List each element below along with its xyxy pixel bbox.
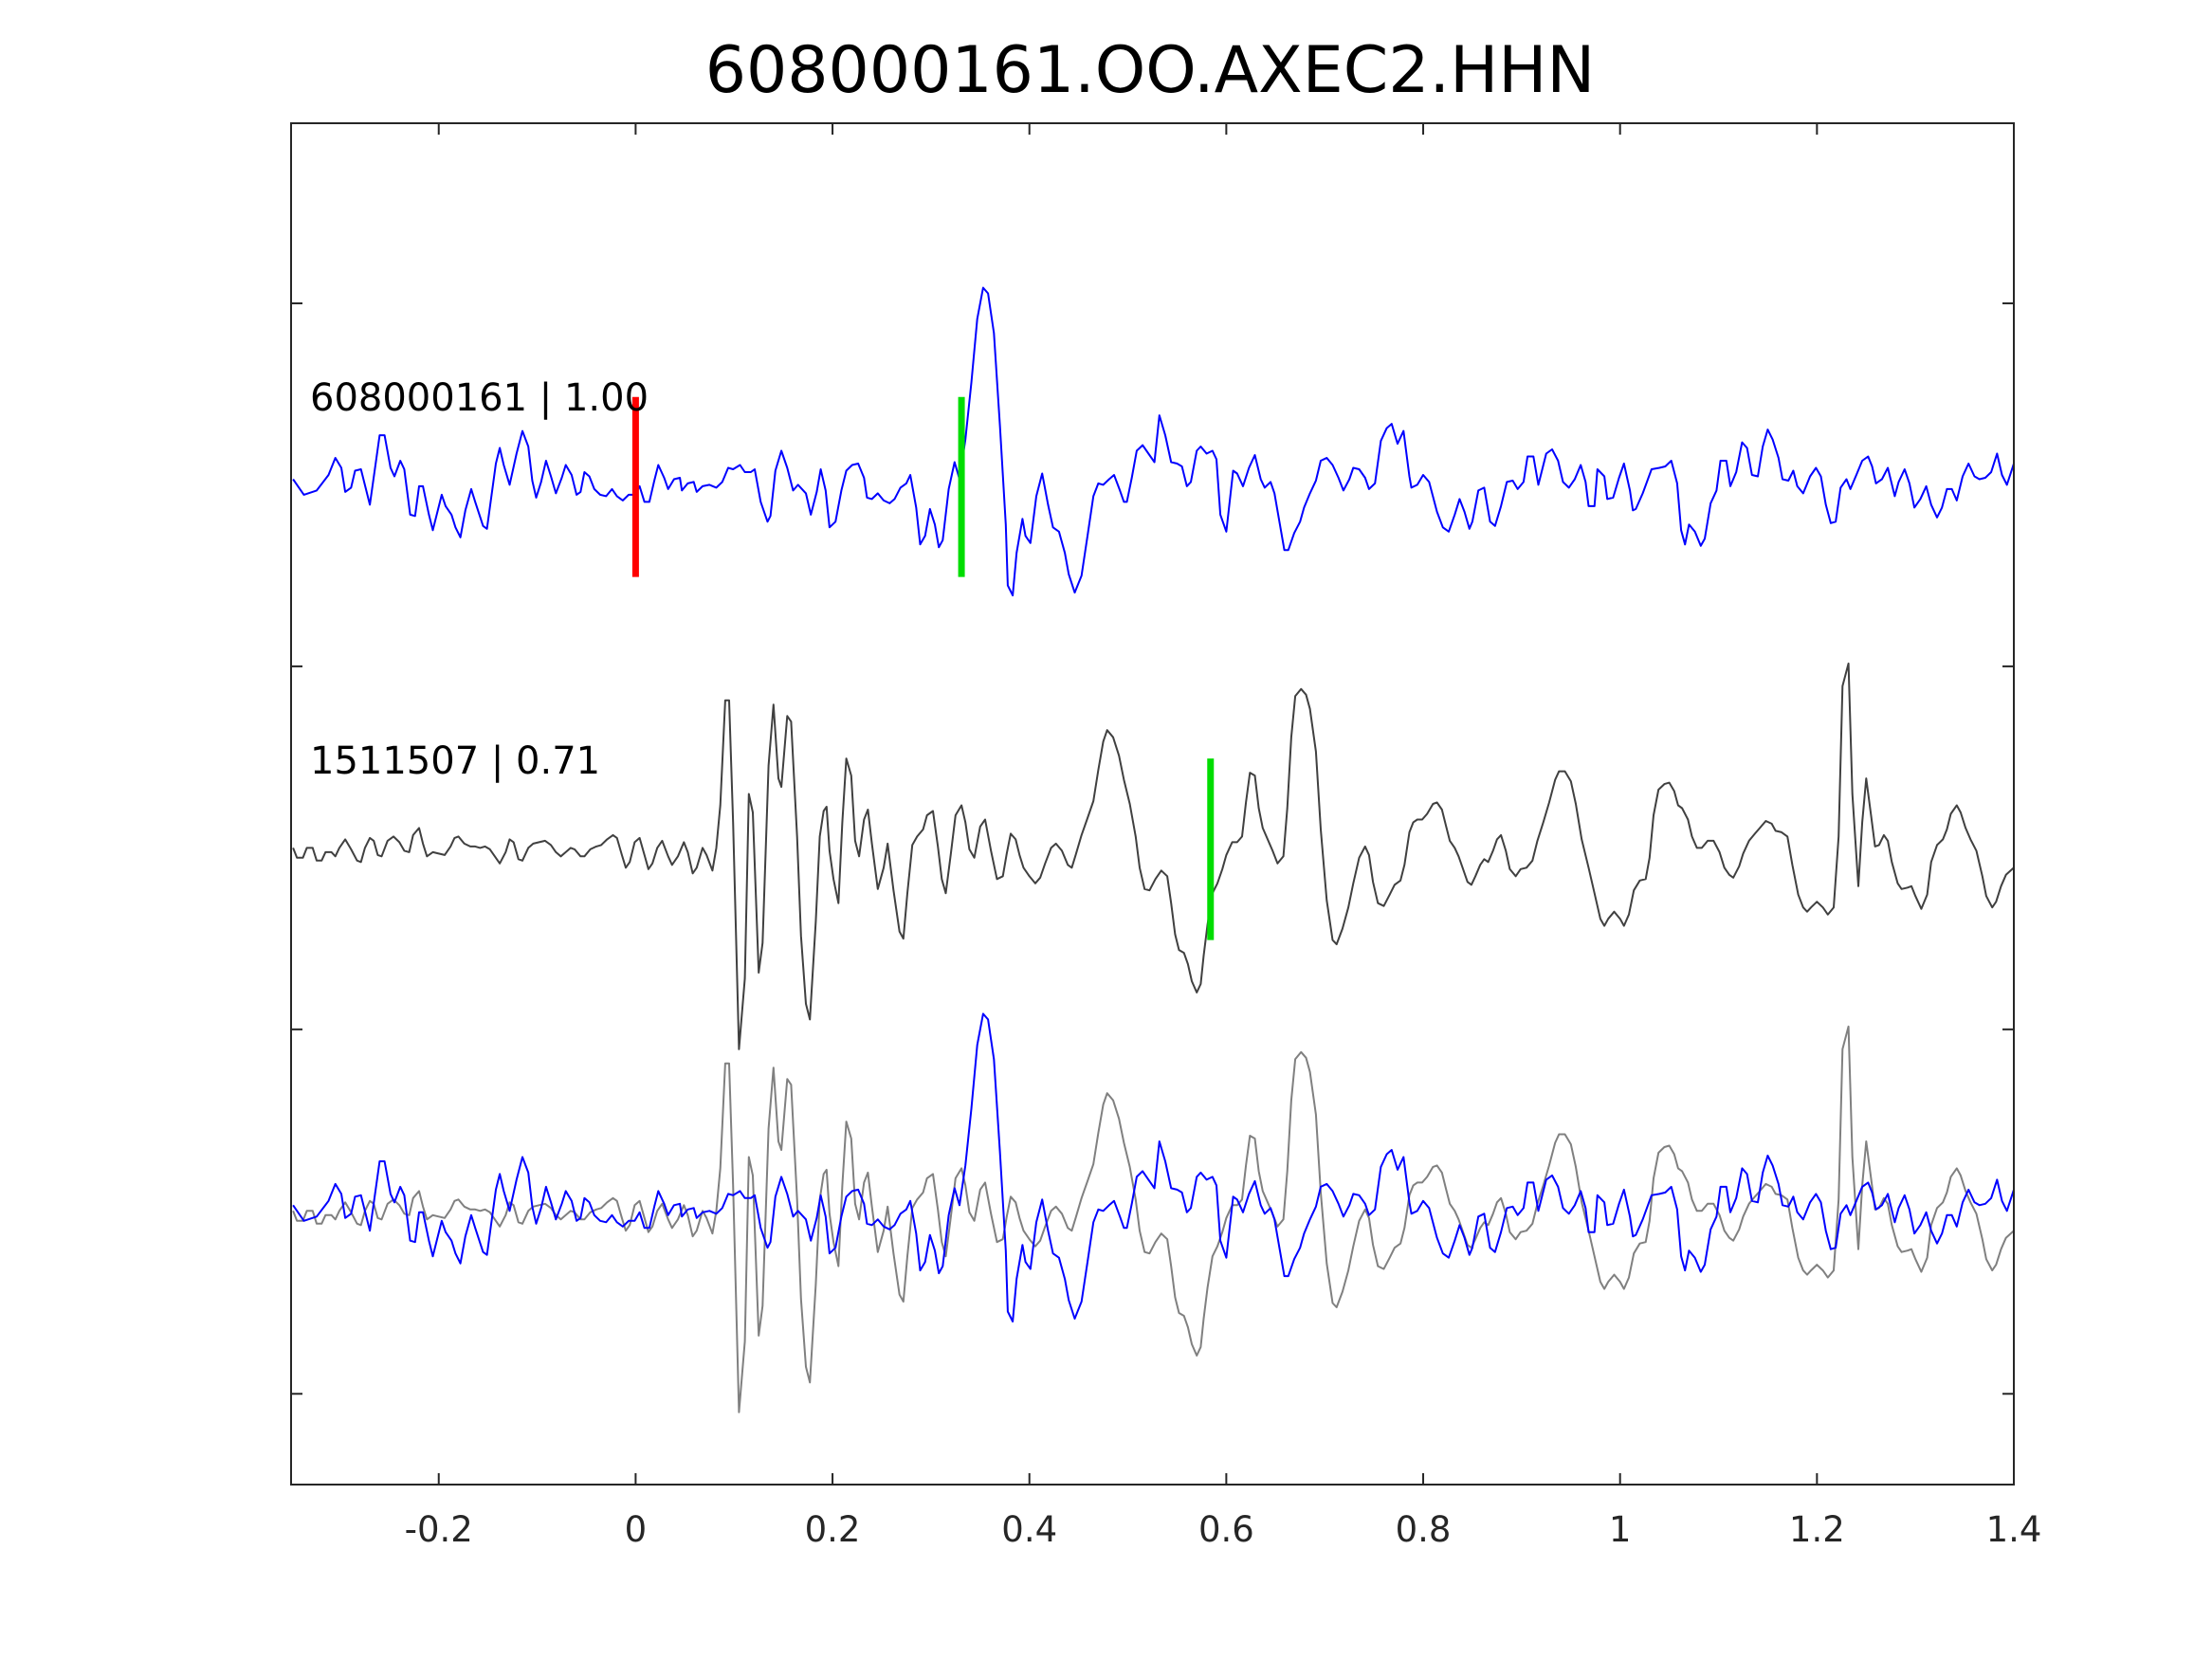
x-tick-label: 0.6	[1198, 1509, 1254, 1550]
picks-layer	[631, 396, 1215, 940]
traces-layer	[292, 286, 2015, 1413]
trace-label-template: 608000161 | 1.00	[310, 376, 649, 420]
x-tick-label: 1.2	[1789, 1509, 1845, 1550]
x-tick-label: 0	[625, 1509, 648, 1550]
x-tick-label: 1.4	[1986, 1509, 2042, 1550]
x-tick-label: 1	[1609, 1509, 1632, 1550]
waveform-1511507-row2	[292, 1025, 2015, 1413]
plot-area-frame	[290, 122, 2015, 1486]
x-tick-label: 0.2	[805, 1509, 861, 1550]
x-tick-label: 0.8	[1396, 1509, 1452, 1550]
waveform-608000161-row0	[292, 286, 2015, 597]
axis-ticks	[291, 123, 2015, 1485]
trace-label-match: 1511507 | 0.71	[310, 739, 600, 783]
x-tick-label: 0.4	[1001, 1509, 1057, 1550]
waveform-608000161-row2	[292, 1012, 2015, 1322]
waveform-1511507-row1	[292, 662, 2015, 1050]
x-tick-labels: -0.2 0 0.2 0.4 0.6 0.8 1 1.2 1.4	[405, 1509, 2042, 1550]
chart-title: 608000161.OO.AXEC2.HHN	[705, 33, 1595, 108]
x-tick-label: -0.2	[405, 1509, 473, 1550]
